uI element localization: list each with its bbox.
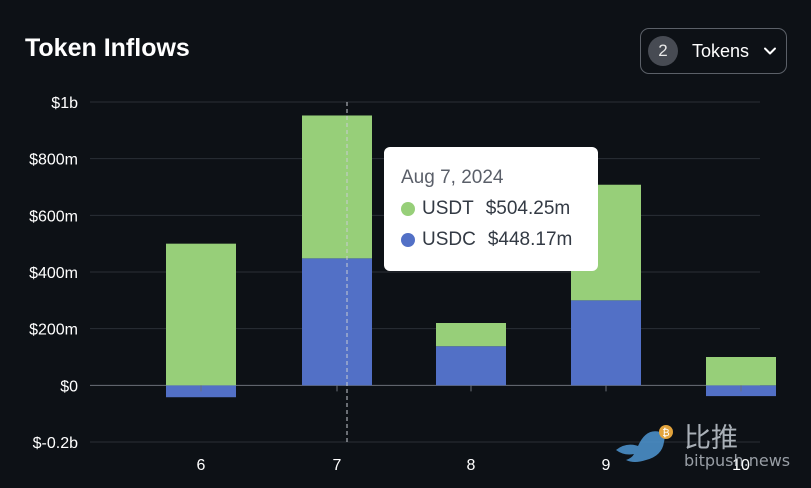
y-axis-ticks: $1b $800m $600m $400m $200m $0 $-0.2b [29,95,78,452]
y-tick-label: $0 [60,378,78,395]
bar-usdt-7 [302,115,372,259]
y-tick-label: $600m [29,208,78,225]
watermark: ₿ 比推 bitpush.news [612,416,802,476]
tooltip: Aug 7, 2024 USDT $504.25m USDC $448.17m [384,147,598,271]
x-tick-label: 8 [467,457,476,474]
x-axis-ticks: 6 7 8 9 10 [197,385,750,474]
token-selector-label: Tokens [692,40,750,61]
usdc-dot-icon [401,233,415,247]
y-tick-label: $200m [29,322,78,339]
x-tick-label: 6 [197,457,206,474]
bar-usdt-8 [436,323,506,347]
tooltip-series-value: $504.25m [485,198,571,219]
tooltip-row-usdt: USDT $504.25m [401,198,598,220]
x-tick-label: 9 [602,457,611,474]
bird-logo-icon: ₿ [616,425,673,462]
svg-text:₿: ₿ [662,427,669,439]
watermark-cn: 比推 [684,423,738,454]
tooltip-series-name: USDC [422,229,476,250]
token-selector-button[interactable]: 2 Tokens [640,28,787,74]
tooltip-row-usdc: USDC $448.17m [401,229,598,251]
bar-usdc-9 [571,300,641,386]
bar-usdc-7 [302,258,372,386]
chevron-down-icon [763,44,777,58]
tooltip-series-value: $448.17m [487,229,573,250]
bar-usdc-8 [436,346,506,386]
x-tick-label: 10 [732,457,750,474]
y-tick-label: $1b [51,95,78,112]
chart-title: Token Inflows [25,34,190,62]
x-tick-label: 7 [333,457,342,474]
y-tick-label: $800m [29,152,78,169]
usdt-dot-icon [401,202,415,216]
tooltip-date: Aug 7, 2024 [401,167,504,188]
y-tick-label: $-0.2b [33,435,78,452]
watermark-en: bitpush.news [684,451,791,470]
y-tick-label: $400m [29,265,78,282]
tooltip-series-name: USDT [422,198,474,219]
bar-usdt-6 [166,243,236,386]
bar-usdt-10 [706,357,776,386]
token-count-badge: 2 [648,36,678,66]
